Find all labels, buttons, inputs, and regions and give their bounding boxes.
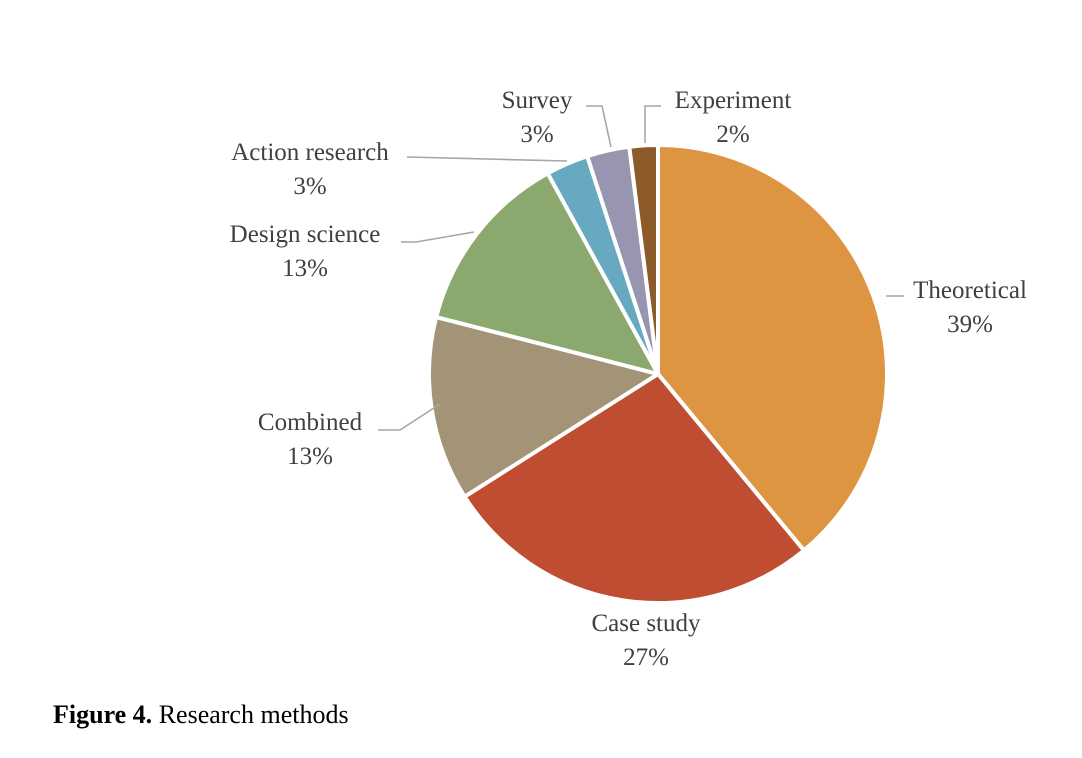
slice-value-case-study: 27% <box>623 644 669 671</box>
slice-label-experiment: Experiment <box>675 87 792 114</box>
caption-text: Research methods <box>158 700 349 729</box>
pie-chart: Theoretical 39% Case study 27% Combined 13% De… <box>230 87 1027 671</box>
pie-slices <box>427 143 889 605</box>
slice-value-design-science: 13% <box>282 255 328 282</box>
pie-slice-theoretical <box>656 143 889 553</box>
slice-value-action-research: 3% <box>293 173 326 200</box>
slice-value-theoretical: 39% <box>947 311 993 338</box>
leader-lines <box>378 105 904 431</box>
slice-label-theoretical: Theoretical <box>913 277 1027 304</box>
pie-chart-figure: Theoretical 39% Case study 27% Combined 13% De… <box>230 87 1027 671</box>
slice-label-design-science: Design science <box>230 221 381 248</box>
slice-label-survey: Survey <box>502 87 573 114</box>
leader-line-design-science <box>401 231 475 243</box>
slice-label-action-research: Action research <box>231 139 389 166</box>
slice-label-case-study: Case study <box>591 610 701 637</box>
leader-line-combined <box>378 403 441 431</box>
caption-label: Figure 4. <box>53 700 153 729</box>
pie-slice-case-study <box>462 372 806 605</box>
pie-slice-experiment <box>627 143 660 376</box>
pie-slice-design-science <box>434 171 660 376</box>
leader-line-experiment <box>644 105 661 143</box>
leader-line-survey <box>586 105 612 148</box>
figure-caption: Figure 4. Research methods <box>53 700 349 730</box>
slice-value-survey: 3% <box>520 121 553 148</box>
leader-line-action-research <box>406 156 568 162</box>
slice-value-experiment: 2% <box>716 121 749 148</box>
slice-labels: Theoretical 39% Case study 27% Combined 13% De… <box>230 87 1027 671</box>
slice-label-combined: Combined <box>258 409 363 436</box>
slice-value-combined: 13% <box>287 443 333 470</box>
